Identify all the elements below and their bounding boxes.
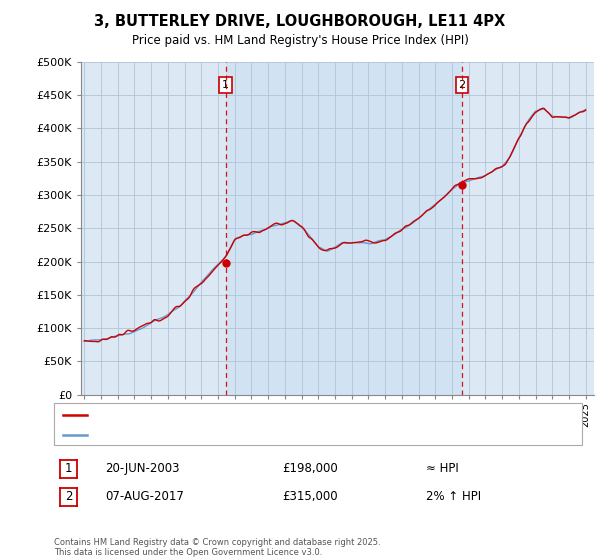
Text: ≈ HPI: ≈ HPI (426, 462, 459, 475)
Text: 2: 2 (65, 490, 72, 503)
Text: 07-AUG-2017: 07-AUG-2017 (105, 490, 184, 503)
Text: 1: 1 (65, 462, 72, 475)
Text: 20-JUN-2003: 20-JUN-2003 (105, 462, 179, 475)
Bar (226, 62, 462, 395)
Text: 2% ↑ HPI: 2% ↑ HPI (426, 490, 481, 503)
Text: £315,000: £315,000 (282, 490, 338, 503)
Text: 1: 1 (222, 80, 229, 90)
Text: 3, BUTTERLEY DRIVE, LOUGHBOROUGH, LE11 4PX (detached house): 3, BUTTERLEY DRIVE, LOUGHBOROUGH, LE11 4… (93, 410, 448, 420)
Text: 2: 2 (458, 80, 466, 90)
Text: 3, BUTTERLEY DRIVE, LOUGHBOROUGH, LE11 4PX: 3, BUTTERLEY DRIVE, LOUGHBOROUGH, LE11 4… (94, 14, 506, 29)
Text: HPI: Average price, detached house, Charnwood: HPI: Average price, detached house, Char… (93, 430, 345, 440)
Text: £198,000: £198,000 (282, 462, 338, 475)
Text: Contains HM Land Registry data © Crown copyright and database right 2025.
This d: Contains HM Land Registry data © Crown c… (54, 538, 380, 557)
Text: Price paid vs. HM Land Registry's House Price Index (HPI): Price paid vs. HM Land Registry's House … (131, 34, 469, 46)
